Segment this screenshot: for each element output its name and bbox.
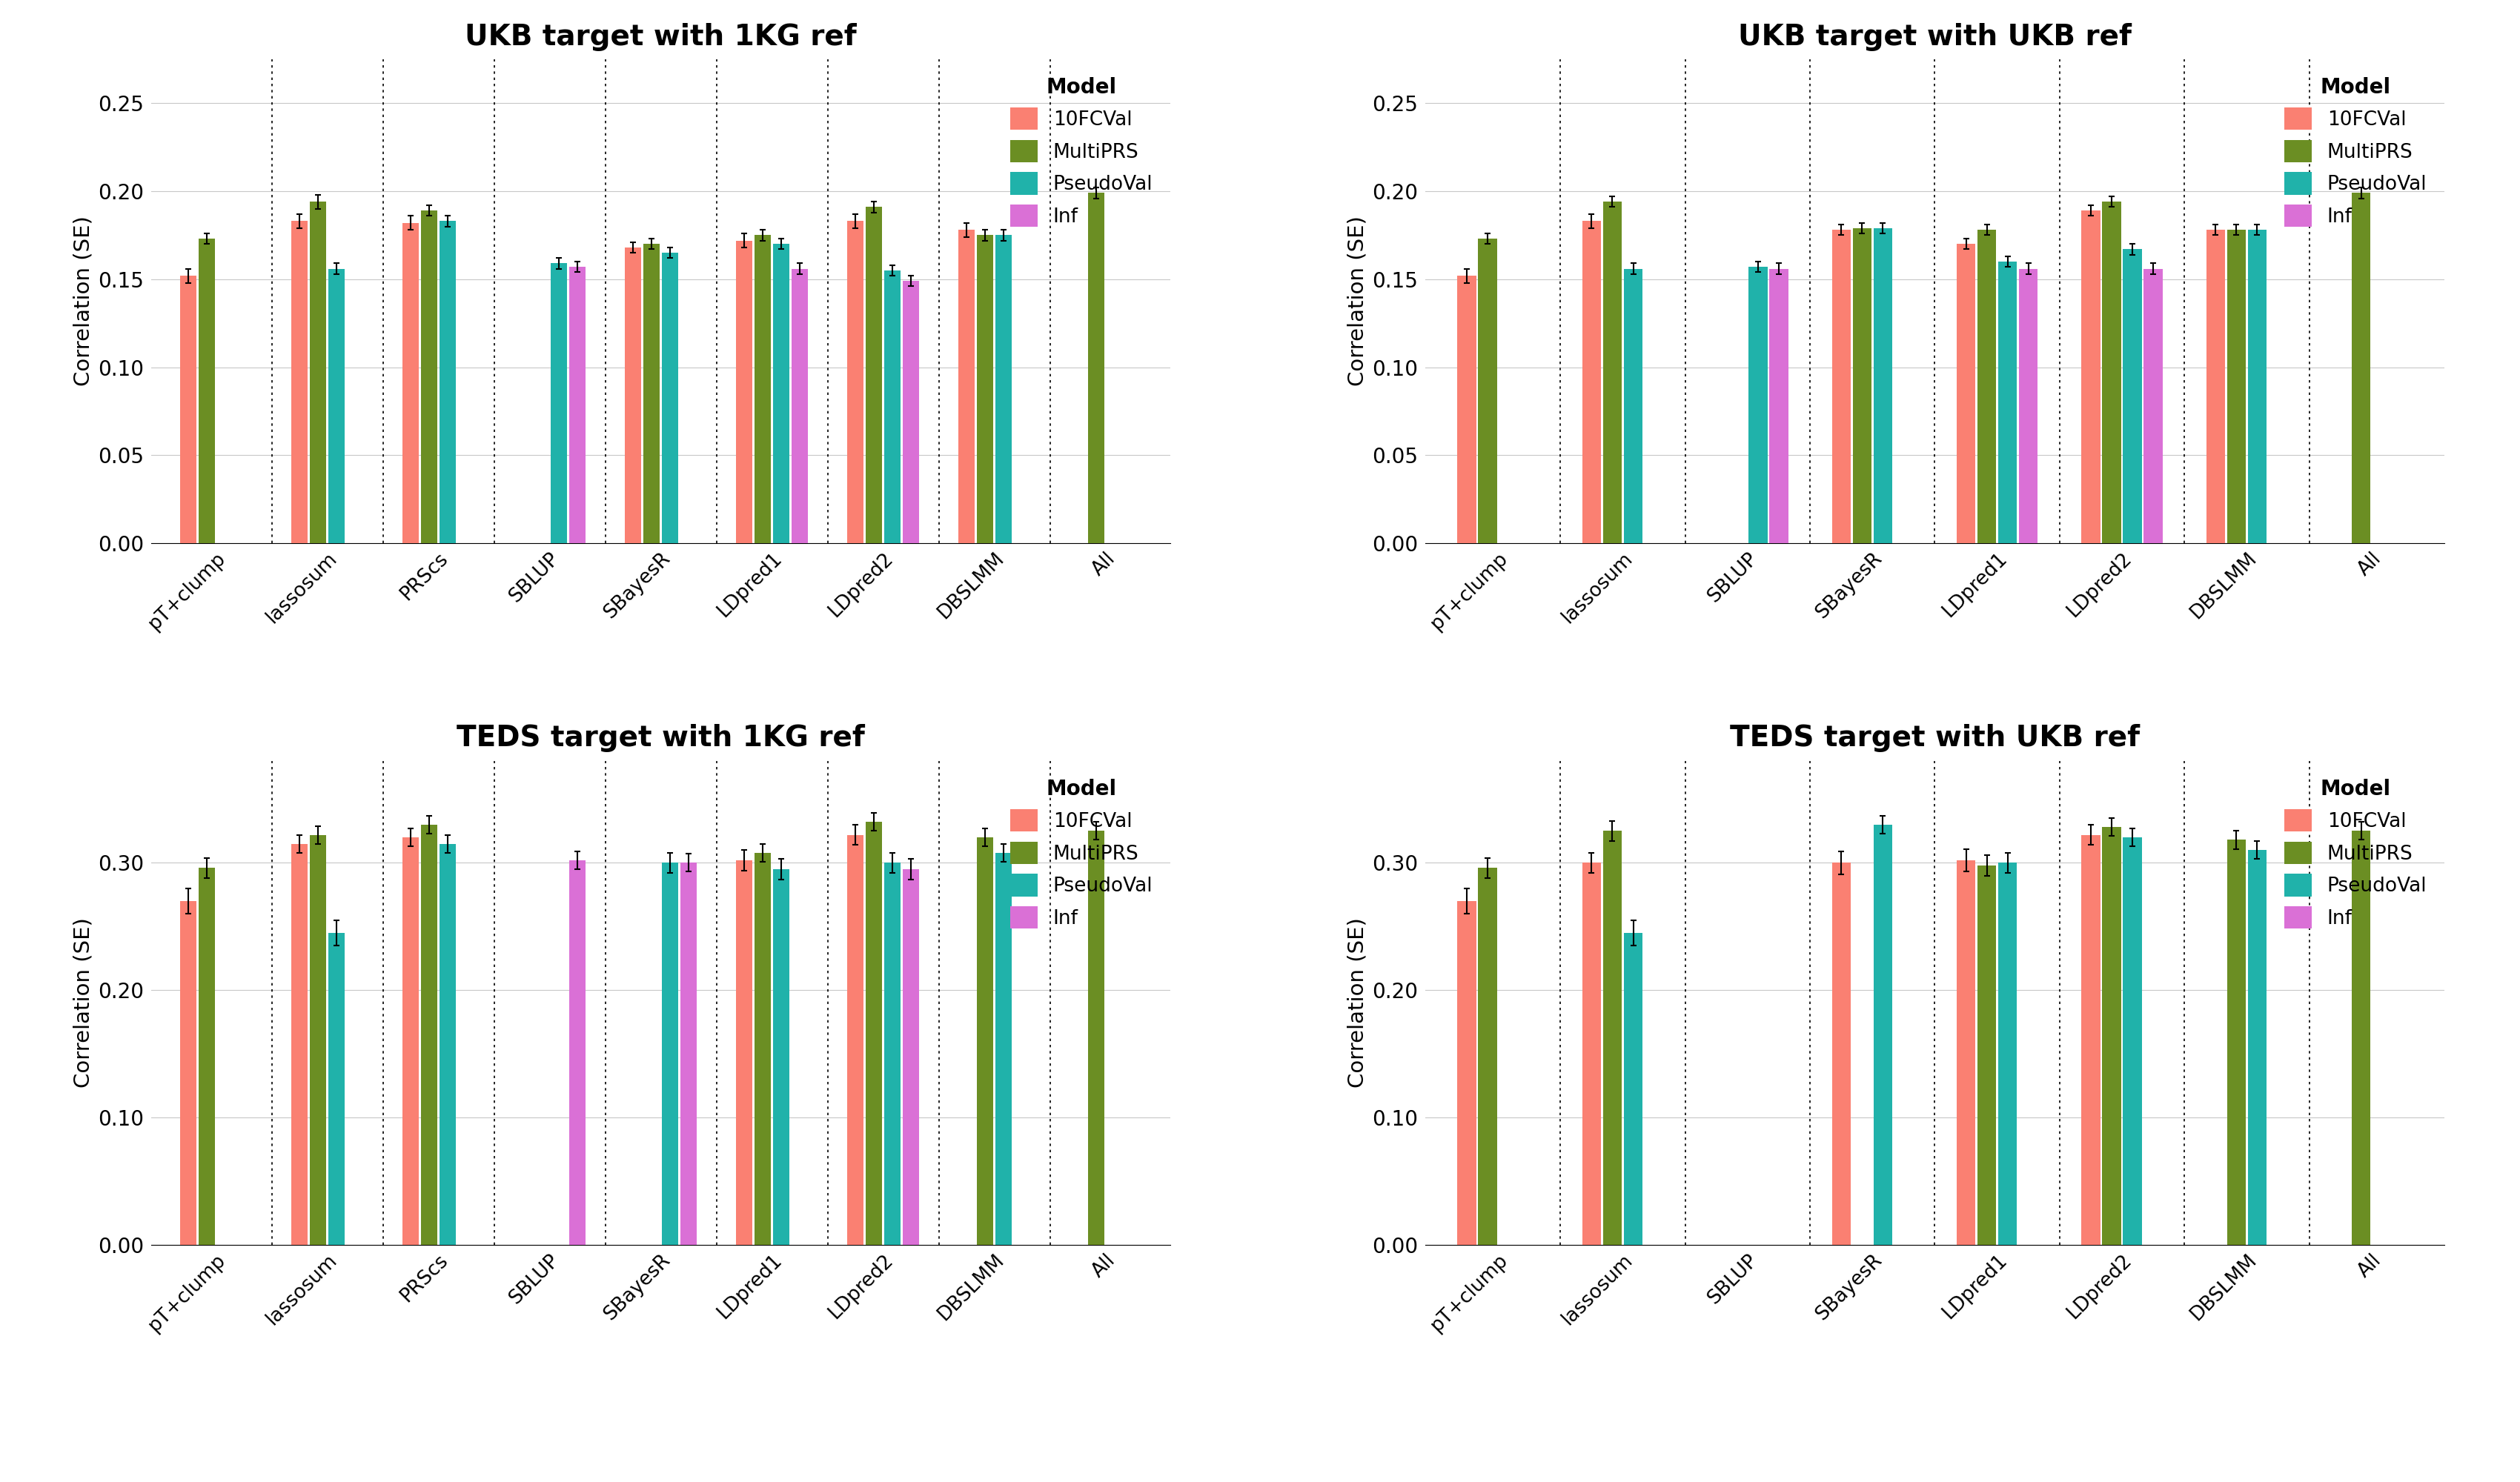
Bar: [310, 202, 325, 544]
Bar: [2122, 837, 2142, 1245]
Bar: [2082, 210, 2099, 544]
Y-axis label: Correlation (SE): Correlation (SE): [1348, 216, 1368, 387]
Bar: [1749, 267, 1767, 544]
Bar: [791, 268, 809, 544]
Bar: [199, 868, 214, 1245]
Bar: [1583, 221, 1600, 544]
Bar: [2122, 249, 2142, 544]
Title: TEDS target with 1KG ref: TEDS target with 1KG ref: [456, 725, 864, 753]
Bar: [2102, 827, 2122, 1245]
Bar: [958, 230, 975, 544]
Bar: [1872, 228, 1893, 544]
Bar: [292, 843, 307, 1245]
Bar: [978, 236, 993, 544]
Bar: [1978, 230, 1996, 544]
Bar: [292, 221, 307, 544]
Bar: [995, 852, 1013, 1245]
Bar: [2248, 230, 2265, 544]
Bar: [885, 270, 900, 544]
Bar: [1998, 863, 2016, 1245]
Bar: [643, 245, 660, 544]
Bar: [847, 221, 864, 544]
Bar: [753, 236, 771, 544]
Bar: [1623, 268, 1643, 544]
Bar: [421, 210, 438, 544]
Bar: [1603, 831, 1623, 1245]
Bar: [774, 870, 789, 1245]
Title: TEDS target with UKB ref: TEDS target with UKB ref: [1729, 725, 2139, 753]
Bar: [1479, 868, 1497, 1245]
Bar: [1956, 245, 1976, 544]
Bar: [438, 843, 456, 1245]
Title: UKB target with 1KG ref: UKB target with 1KG ref: [464, 22, 857, 50]
Bar: [736, 860, 753, 1245]
Y-axis label: Correlation (SE): Correlation (SE): [1348, 917, 1368, 1088]
Bar: [179, 276, 197, 544]
Bar: [1623, 932, 1643, 1245]
Y-axis label: Correlation (SE): Correlation (SE): [73, 216, 93, 387]
Bar: [1089, 831, 1104, 1245]
Legend: 10FCVal, MultiPRS, PseudoVal, Inf: 10FCVal, MultiPRS, PseudoVal, Inf: [2276, 70, 2434, 234]
Bar: [199, 239, 214, 544]
Bar: [570, 267, 585, 544]
Bar: [2019, 268, 2039, 544]
Bar: [1956, 860, 1976, 1245]
Bar: [885, 863, 900, 1245]
Bar: [995, 236, 1013, 544]
Bar: [1479, 239, 1497, 544]
Bar: [1089, 193, 1104, 544]
Bar: [310, 834, 325, 1245]
Bar: [438, 221, 456, 544]
Bar: [680, 863, 698, 1245]
Bar: [403, 222, 418, 544]
Bar: [847, 834, 864, 1245]
Bar: [1852, 228, 1872, 544]
Bar: [1998, 262, 2016, 544]
Legend: 10FCVal, MultiPRS, PseudoVal, Inf: 10FCVal, MultiPRS, PseudoVal, Inf: [1003, 70, 1162, 234]
Legend: 10FCVal, MultiPRS, PseudoVal, Inf: 10FCVal, MultiPRS, PseudoVal, Inf: [1003, 771, 1162, 937]
Bar: [978, 837, 993, 1245]
Bar: [403, 837, 418, 1245]
Bar: [2248, 851, 2265, 1245]
Bar: [179, 901, 197, 1245]
Bar: [663, 253, 678, 544]
Bar: [328, 268, 345, 544]
Bar: [2228, 230, 2245, 544]
Bar: [1603, 202, 1623, 544]
Bar: [1457, 901, 1477, 1245]
Bar: [1872, 824, 1893, 1245]
Bar: [902, 870, 920, 1245]
Bar: [2082, 834, 2099, 1245]
Bar: [864, 823, 882, 1245]
Bar: [570, 860, 585, 1245]
Bar: [1583, 863, 1600, 1245]
Bar: [2145, 268, 2162, 544]
Bar: [736, 240, 753, 544]
Title: UKB target with UKB ref: UKB target with UKB ref: [1739, 22, 2132, 50]
Bar: [902, 282, 920, 544]
Bar: [774, 245, 789, 544]
Bar: [1978, 865, 1996, 1245]
Legend: 10FCVal, MultiPRS, PseudoVal, Inf: 10FCVal, MultiPRS, PseudoVal, Inf: [2276, 771, 2434, 937]
Bar: [2102, 202, 2122, 544]
Bar: [1832, 230, 1850, 544]
Bar: [2205, 230, 2225, 544]
Bar: [2351, 193, 2371, 544]
Bar: [2228, 840, 2245, 1245]
Bar: [753, 852, 771, 1245]
Bar: [1457, 276, 1477, 544]
Bar: [2351, 831, 2371, 1245]
Bar: [328, 932, 345, 1245]
Bar: [625, 247, 643, 544]
Bar: [1832, 863, 1850, 1245]
Y-axis label: Correlation (SE): Correlation (SE): [73, 917, 93, 1088]
Bar: [549, 264, 567, 544]
Bar: [663, 863, 678, 1245]
Bar: [1769, 268, 1789, 544]
Bar: [421, 824, 438, 1245]
Bar: [864, 207, 882, 544]
